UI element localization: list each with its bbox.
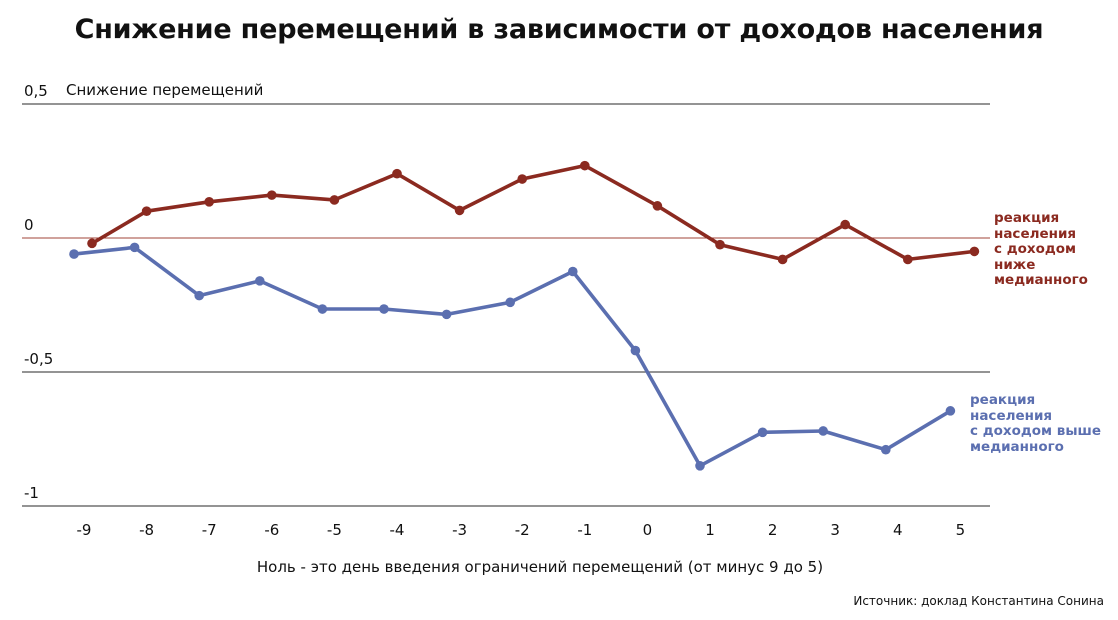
data-point <box>317 304 328 314</box>
x-tick-label: 2 <box>768 521 778 539</box>
x-tick-label: 0 <box>643 521 653 539</box>
data-point <box>379 304 389 314</box>
data-point <box>568 266 578 277</box>
data-point <box>329 195 340 205</box>
x-tick-label: -5 <box>327 521 342 539</box>
data-point <box>652 201 663 211</box>
series-label-line: медианного <box>970 438 1064 455</box>
data-point <box>392 168 402 179</box>
data-point <box>441 309 452 320</box>
x-tick-label: -8 <box>139 521 154 539</box>
data-point <box>194 290 204 301</box>
series-label-line: с доходом выше <box>970 423 1102 439</box>
y-tick-label: -1 <box>24 484 39 502</box>
x-tick-label: -4 <box>390 521 405 539</box>
x-tick-label: 1 <box>705 521 715 539</box>
data-point <box>129 242 140 253</box>
y-axis-ticks: 0,5 0 -0,5 -1 <box>24 82 53 502</box>
data-point <box>254 276 265 286</box>
data-point <box>945 406 956 416</box>
series-line <box>90 163 977 262</box>
chart-title: Снижение перемещений в зависимости от до… <box>74 14 1044 45</box>
series-below-median <box>87 160 980 265</box>
series-label-line: реакция <box>994 210 1060 226</box>
x-tick-label: -2 <box>515 521 530 539</box>
series-label-line: населения <box>970 407 1053 424</box>
x-axis-label: Ноль - это день введения ограничений пер… <box>257 558 823 576</box>
series-label-line: с доходом <box>994 241 1077 257</box>
data-point <box>517 174 527 184</box>
series-label-line: медианного <box>994 272 1088 288</box>
x-tick-label: 3 <box>830 521 840 539</box>
data-point <box>715 239 725 250</box>
series-label-above-median: реакция населения с доходом выше медианного <box>970 392 1102 455</box>
data-point <box>454 205 465 216</box>
data-point <box>87 238 97 249</box>
grid-lines <box>22 103 990 507</box>
data-point <box>695 461 705 471</box>
series-above-median <box>69 242 956 471</box>
x-axis-ticks: -9 -8 -7 -6 -5 -4 -3 -2 -1 0 1 2 3 4 5 <box>77 521 966 539</box>
data-point <box>141 206 152 216</box>
x-tick-label: -6 <box>264 521 279 539</box>
series-lines <box>69 160 980 471</box>
x-tick-label: -7 <box>202 521 217 539</box>
data-point <box>580 160 590 171</box>
series-label-line: населения <box>994 225 1077 242</box>
data-point <box>505 297 515 308</box>
x-tick-label: -9 <box>77 521 92 539</box>
data-point <box>757 427 768 438</box>
x-tick-label: 4 <box>893 521 903 539</box>
data-point <box>881 444 891 455</box>
data-point <box>204 197 214 207</box>
y-axis-label: Снижение перемещений <box>66 81 263 99</box>
x-tick-label: 5 <box>956 521 966 539</box>
data-point <box>903 254 913 265</box>
data-point <box>267 190 277 200</box>
data-point <box>840 219 850 230</box>
data-point <box>69 249 79 259</box>
series-label-line: реакция <box>970 392 1036 408</box>
series-label-line: ниже <box>994 256 1036 273</box>
series-label-below-median: реакция населения с доходом ниже медианного <box>994 210 1088 289</box>
source-note: Источник: доклад Константина Сонина <box>853 594 1104 608</box>
y-tick-label: 0 <box>24 216 34 234</box>
data-point <box>969 246 980 257</box>
data-point <box>777 254 788 265</box>
y-tick-label: 0,5 <box>24 82 48 100</box>
data-point <box>630 345 641 356</box>
x-tick-label: -3 <box>452 521 467 539</box>
x-tick-label: -1 <box>577 521 592 539</box>
y-tick-label: -0,5 <box>24 350 53 368</box>
data-point <box>818 426 828 436</box>
